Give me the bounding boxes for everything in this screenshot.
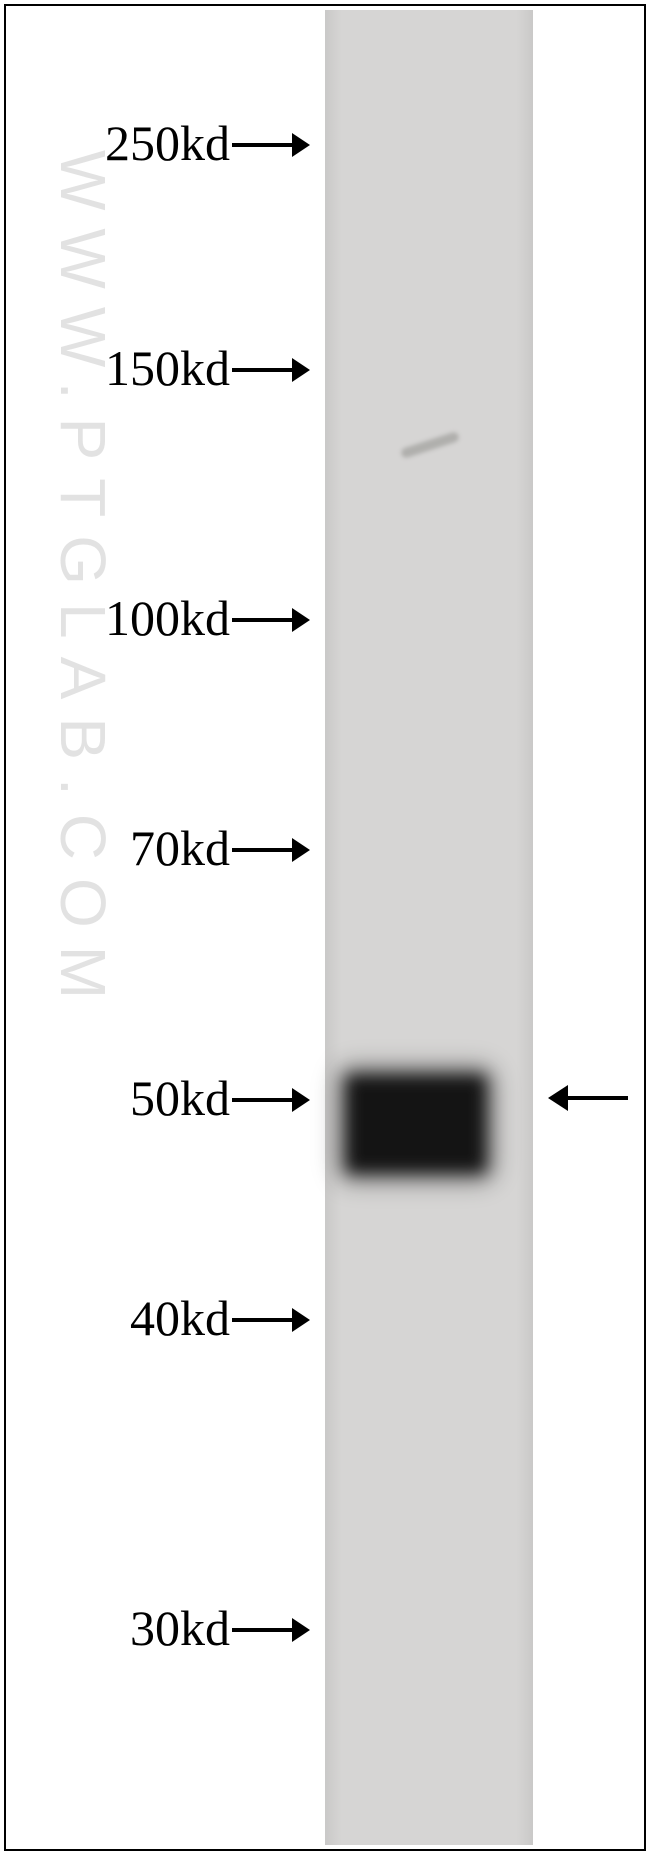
marker-arrow-icon [232,1618,310,1647]
marker-label: 100kd [105,589,230,647]
marker-arrow-icon [232,1308,310,1337]
marker-label: 70kd [130,819,230,877]
marker-arrow-icon [232,1088,310,1117]
result-arrow-icon [548,1085,628,1116]
marker-label: 50kd [130,1069,230,1127]
watermark-text: WWW.PTGLAB.COM [46,150,120,1017]
marker-label: 150kd [105,339,230,397]
marker-label: 30kd [130,1599,230,1657]
marker-arrow-icon [232,133,310,162]
marker-arrow-icon [232,358,310,387]
marker-label: 250kd [105,114,230,172]
marker-arrow-icon [232,838,310,867]
protein-band [346,1075,486,1173]
marker-label: 40kd [130,1289,230,1347]
marker-arrow-icon [232,608,310,637]
blot-lane [325,10,533,1845]
